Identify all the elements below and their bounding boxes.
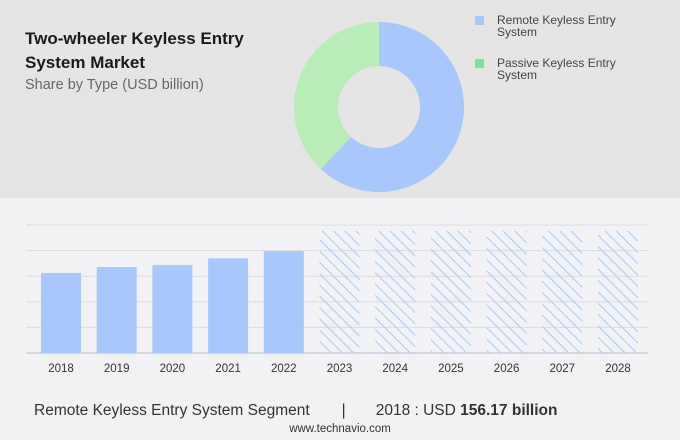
x-tick-label: 2018 [48,363,74,375]
legend-item-passive: Passive Keyless Entry System [475,57,655,81]
x-tick-label: 2026 [494,363,520,375]
donut-slice-passive [294,22,379,169]
bar [208,258,249,353]
legend-swatch-remote [475,16,484,25]
forecast-bar [319,231,360,353]
legend-item-remote: Remote Keyless Entry System [475,14,655,38]
x-tick-label: 2022 [271,363,297,375]
source-url: www.technavio.com [289,423,391,435]
bar [41,273,81,353]
donut-chart [294,22,465,192]
x-tick-label: 2027 [550,363,576,375]
x-tick-label: 2019 [104,363,130,375]
legend-label: Passive Keyless Entry System [497,56,616,82]
chart-subtitle: Share by Type (USD billion) [25,77,204,93]
separator: | [341,402,346,419]
segment-value: 156.17 billion [460,402,558,419]
segment-label: Remote Keyless Entry System Segment [34,402,310,419]
forecast-bar [542,231,583,353]
x-tick-label: 2028 [605,363,631,375]
bar-chart: 2018 2019 2020 2021 2022 2023 2024 2025 2026 2027… [26,224,648,375]
legend-label: Remote Keyless Entry System [497,13,616,39]
x-tick-label: 2021 [215,363,241,375]
donut-slice-remote [320,22,465,192]
x-tick-label: 2023 [327,363,353,375]
year-label: 2018 : USD [375,402,461,419]
forecast-bar [598,231,638,353]
bar [263,251,304,353]
chart-title: Two-wheeler Keyless Entry System Market [25,29,244,72]
forecast-bar [430,231,471,353]
x-tick-label: 2025 [438,363,464,375]
forecast-bar [486,231,527,353]
forecast-bar [375,231,416,353]
legend-swatch-passive [475,59,484,68]
x-tick-label: 2024 [382,363,408,375]
footer-summary: Remote Keyless Entry System Segment | 2018… [34,402,558,420]
bar [96,266,137,353]
bar [152,264,193,353]
x-tick-label: 2020 [160,363,186,375]
